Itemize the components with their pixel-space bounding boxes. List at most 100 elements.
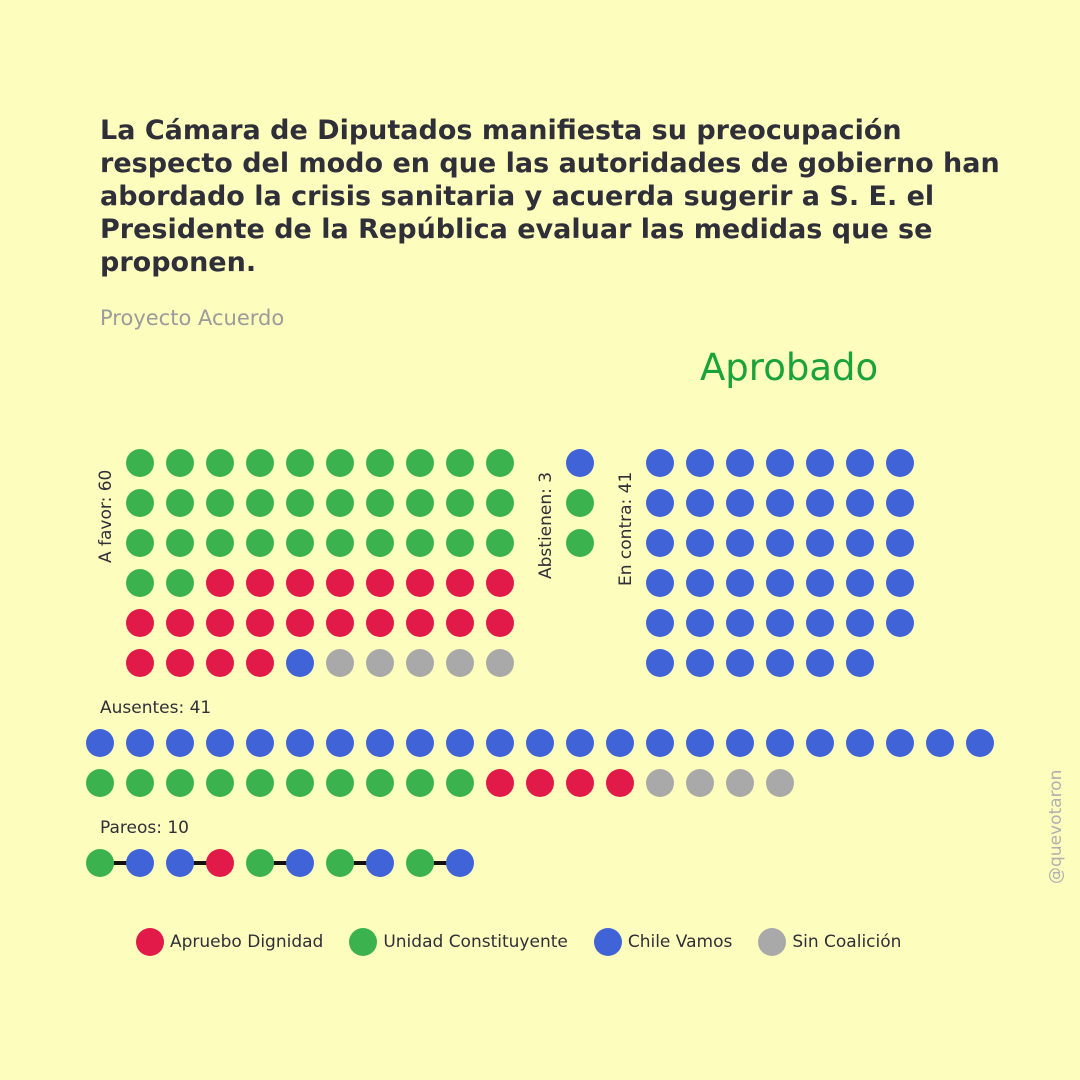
- ausente-seat: [606, 769, 634, 797]
- ausente-seat: [326, 769, 354, 797]
- favor-seat: [126, 609, 154, 637]
- pareo-seat: [206, 849, 234, 877]
- legend-label: Sin Coalición: [792, 932, 902, 952]
- favor-seat: [366, 449, 394, 477]
- ausente-seat: [406, 769, 434, 797]
- contra-seat: [886, 449, 914, 477]
- contra-seat: [806, 569, 834, 597]
- ausente-seat: [246, 769, 274, 797]
- ausente-seat: [366, 729, 394, 757]
- contra-seat: [886, 609, 914, 637]
- abstienen-seat: [566, 489, 594, 517]
- legend-label: Unidad Constituyente: [383, 932, 568, 952]
- ausente-seat: [686, 729, 714, 757]
- favor-seat: [486, 569, 514, 597]
- favor-seat: [486, 649, 514, 677]
- contra-seat: [766, 489, 794, 517]
- contra-seat: [646, 569, 674, 597]
- ausente-seat: [486, 769, 514, 797]
- favor-seat: [446, 569, 474, 597]
- ausente-seat: [406, 729, 434, 757]
- contra-seat: [766, 449, 794, 477]
- contra-seat: [726, 489, 754, 517]
- contra-seat: [686, 529, 714, 557]
- contra-seat: [646, 529, 674, 557]
- ausentes-label: Ausentes: 41: [100, 698, 212, 718]
- favor-seat: [446, 489, 474, 517]
- abstienen-seat: [566, 449, 594, 477]
- favor-seat: [366, 609, 394, 637]
- favor-seat: [126, 449, 154, 477]
- favor-seat: [486, 609, 514, 637]
- favor-seat: [406, 489, 434, 517]
- contra-seat: [806, 609, 834, 637]
- ausente-seat: [526, 729, 554, 757]
- ausente-seat: [286, 729, 314, 757]
- favor-seat: [166, 489, 194, 517]
- pareo-seat: [126, 849, 154, 877]
- ausente-seat: [286, 769, 314, 797]
- ausente-seat: [726, 769, 754, 797]
- favor-seat: [246, 649, 274, 677]
- favor-seat: [366, 649, 394, 677]
- contra-seat: [886, 489, 914, 517]
- favor-seat: [286, 449, 314, 477]
- favor-seat: [406, 609, 434, 637]
- favor-seat: [326, 489, 354, 517]
- favor-seat: [406, 449, 434, 477]
- legend-item: Unidad Constituyente: [349, 928, 568, 956]
- contra-seat: [686, 649, 714, 677]
- ausente-seat: [566, 769, 594, 797]
- pareo-seat: [366, 849, 394, 877]
- ausente-seat: [766, 729, 794, 757]
- favor-seat: [166, 529, 194, 557]
- pareo-seat: [86, 849, 114, 877]
- contra-seat: [766, 649, 794, 677]
- favor-seat: [446, 529, 474, 557]
- contra-seat: [726, 449, 754, 477]
- favor-seat: [286, 569, 314, 597]
- favor-seat: [206, 569, 234, 597]
- contra-seat: [686, 489, 714, 517]
- favor-seat: [166, 649, 194, 677]
- contra-seat: [846, 489, 874, 517]
- contra-seat: [846, 449, 874, 477]
- legend-swatch-sin-coalicion: [758, 928, 787, 956]
- favor-seat: [326, 649, 354, 677]
- ausente-seat: [126, 769, 154, 797]
- contra-seat: [886, 529, 914, 557]
- contra-seat: [726, 609, 754, 637]
- contra-seat: [646, 489, 674, 517]
- ausente-seat: [766, 769, 794, 797]
- ausente-seat: [446, 729, 474, 757]
- contra-seat: [646, 449, 674, 477]
- favor-seat: [366, 529, 394, 557]
- ausente-seat: [966, 729, 994, 757]
- pareo-seat: [446, 849, 474, 877]
- favor-seat: [126, 649, 154, 677]
- contra-seat: [726, 529, 754, 557]
- favor-seat: [286, 649, 314, 677]
- pareos-label: Pareos: 10: [100, 818, 190, 838]
- favor-seat: [126, 489, 154, 517]
- pareo-seat: [286, 849, 314, 877]
- pareo-seat: [326, 849, 354, 877]
- favor-seat: [446, 449, 474, 477]
- favor-seat: [286, 489, 314, 517]
- legend-item: Apruebo Dignidad: [136, 928, 323, 956]
- ausente-seat: [806, 729, 834, 757]
- favor-seat: [406, 529, 434, 557]
- favor-seat: [206, 649, 234, 677]
- legend-label: Apruebo Dignidad: [170, 932, 324, 952]
- favor-seat: [246, 609, 274, 637]
- favor-seat: [486, 489, 514, 517]
- favor-seat: [286, 529, 314, 557]
- contra-seat: [806, 489, 834, 517]
- contra-seat: [846, 609, 874, 637]
- ausente-seat: [326, 729, 354, 757]
- contra-seat: [726, 569, 754, 597]
- abstienen-seat: [566, 529, 594, 557]
- ausente-seat: [206, 769, 234, 797]
- contra-seat: [646, 609, 674, 637]
